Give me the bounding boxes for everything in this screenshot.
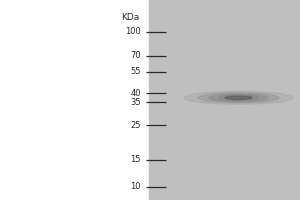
Text: 15: 15 [130, 155, 141, 164]
Text: KDa: KDa [121, 13, 140, 22]
Ellipse shape [198, 93, 279, 103]
Bar [0, 0, 148, 200]
Text: 55: 55 [130, 67, 141, 76]
Ellipse shape [209, 94, 268, 102]
Text: 70: 70 [130, 51, 141, 60]
Ellipse shape [225, 96, 252, 100]
Text: 10: 10 [130, 182, 141, 191]
Text: 40: 40 [130, 89, 141, 98]
Bar [148, 0, 300, 200]
Ellipse shape [184, 91, 292, 104]
Text: 35: 35 [130, 98, 141, 107]
Text: 100: 100 [125, 27, 141, 36]
Text: 25: 25 [130, 121, 141, 130]
Ellipse shape [218, 95, 259, 101]
